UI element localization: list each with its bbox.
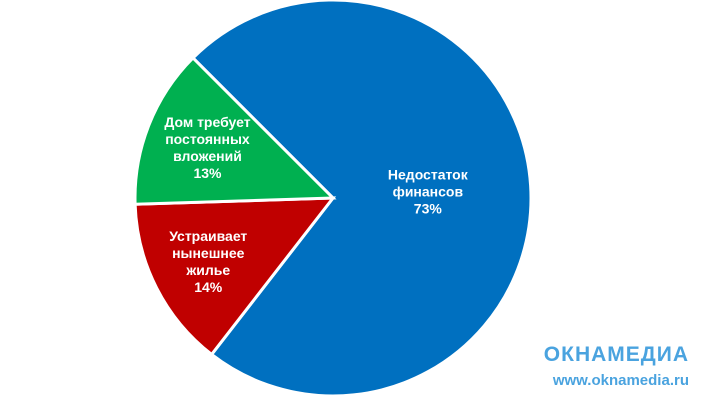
- slice-value: 14%: [194, 278, 223, 295]
- pie-slice: [190, 0, 533, 398]
- watermark-logo: ОКНАМЕДИА: [543, 343, 689, 366]
- slice-value: 13%: [193, 165, 222, 182]
- slice-name: Устраивает нынешнее жилье: [169, 227, 248, 278]
- slice-label: Недостаток финансов 73%: [368, 167, 488, 218]
- watermark-url: www.oknamedia.ru: [552, 372, 689, 389]
- slice-name: Недостаток финансов: [387, 166, 468, 200]
- slice-label: Устраивает нынешнее жилье 14%: [148, 228, 268, 296]
- pie-slice: [133, 196, 337, 357]
- slice-name: Дом требует постоянных вложений: [164, 114, 251, 165]
- slice-label: Дом требует постоянных вложений 13%: [147, 114, 267, 182]
- slice-value: 73%: [413, 200, 442, 217]
- pie-slice: [133, 55, 337, 206]
